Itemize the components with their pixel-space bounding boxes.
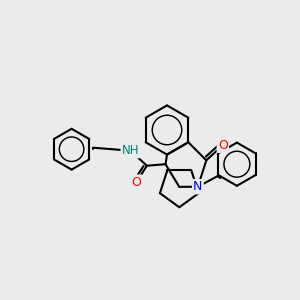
Text: N: N [193, 180, 203, 193]
Text: O: O [131, 176, 141, 189]
Text: NH: NH [122, 144, 139, 157]
Text: O: O [218, 139, 228, 152]
